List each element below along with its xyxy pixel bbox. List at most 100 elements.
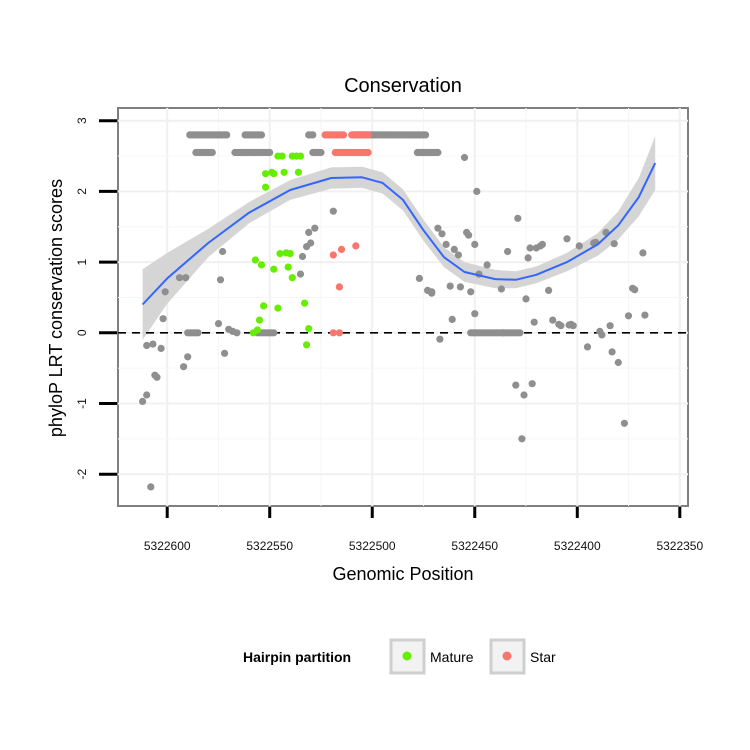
data-point (606, 322, 614, 330)
data-point (522, 295, 530, 303)
data-point (448, 315, 456, 323)
data-point (221, 349, 229, 357)
legend-label-mature: Mature (430, 649, 474, 665)
data-point (147, 483, 155, 491)
data-point (153, 373, 161, 381)
y-tick-label: -1 (75, 398, 89, 409)
data-point (417, 148, 426, 157)
x-axis: 5322600 5322550 5322500 5322450 5322400 53223… (144, 507, 703, 553)
legend-label-star: Star (530, 649, 556, 665)
data-point (428, 289, 436, 297)
data-point (518, 435, 526, 443)
data-point (262, 170, 270, 178)
data-point (639, 249, 647, 257)
data-point (305, 131, 313, 139)
legend-title: Hairpin partition (243, 649, 351, 665)
data-point (471, 240, 479, 248)
x-tick-label: 5322550 (246, 539, 293, 553)
data-point (610, 240, 618, 248)
data-point (450, 245, 458, 253)
data-point (159, 315, 167, 323)
data-point (446, 282, 454, 290)
data-point (473, 187, 481, 195)
data-point (348, 131, 356, 139)
data-point (253, 326, 261, 334)
data-point (296, 270, 305, 278)
data-point (465, 231, 473, 239)
data-point (471, 310, 479, 318)
data-point (298, 252, 307, 261)
data-point (161, 288, 169, 296)
data-point (598, 331, 606, 339)
data-point (284, 263, 292, 271)
series-mature (249, 152, 313, 349)
data-point (307, 239, 315, 247)
legend: Hairpin partition Mature Star (243, 638, 556, 675)
data-point (149, 340, 157, 348)
data-point (460, 153, 469, 162)
panel-border (117, 107, 689, 507)
data-point (182, 274, 190, 282)
data-point (497, 285, 505, 293)
data-point (216, 276, 225, 284)
data-point (438, 230, 446, 238)
data-point (545, 286, 553, 294)
y-axis: -2 -1 0 1 2 3 (75, 117, 117, 480)
data-point (184, 329, 192, 337)
data-point (436, 335, 444, 343)
chart-title: Conservation (344, 75, 462, 97)
data-point (575, 242, 583, 250)
data-point (260, 302, 268, 310)
legend-marker-mature (402, 651, 412, 661)
legend-marker-star (502, 651, 512, 661)
data-point (337, 245, 346, 253)
data-point (520, 391, 528, 399)
data-point (139, 397, 147, 405)
data-point (175, 274, 184, 282)
data-point (251, 256, 259, 264)
data-point (214, 320, 223, 328)
data-point (270, 170, 278, 178)
data-point (624, 312, 633, 320)
data-point (483, 261, 491, 269)
data-point (303, 341, 311, 349)
data-point (434, 224, 442, 232)
data-point (499, 329, 508, 337)
data-point (157, 344, 165, 352)
data-point (276, 250, 284, 258)
data-point (583, 343, 592, 351)
data-point (530, 318, 538, 326)
data-point (335, 329, 343, 337)
grid-lines (118, 108, 688, 506)
data-point (335, 283, 343, 291)
x-tick-label: 5322500 (349, 539, 396, 553)
data-point (262, 183, 270, 191)
data-point (504, 247, 512, 256)
data-point (184, 353, 192, 361)
data-point (352, 242, 360, 250)
data-point (180, 363, 188, 371)
data-point (305, 228, 313, 236)
data-point (329, 251, 337, 259)
x-tick-label: 5322450 (451, 539, 498, 553)
data-point (331, 148, 339, 157)
y-tick-label: 1 (75, 258, 89, 265)
y-axis-title: phyloP LRT conservation scores (46, 179, 66, 437)
data-point (296, 152, 305, 160)
data-point (528, 380, 536, 388)
data-point (467, 329, 475, 337)
data-point (278, 152, 286, 160)
data-point (311, 224, 319, 232)
data-point (557, 322, 565, 330)
data-point (219, 247, 227, 256)
data-point (294, 168, 302, 176)
y-tick-label: 0 (75, 329, 89, 336)
data-point (186, 131, 194, 139)
data-point (608, 348, 616, 356)
data-point (143, 341, 151, 350)
data-point (286, 250, 294, 258)
data-point (549, 316, 557, 324)
data-point (512, 381, 520, 389)
data-point (270, 265, 278, 273)
